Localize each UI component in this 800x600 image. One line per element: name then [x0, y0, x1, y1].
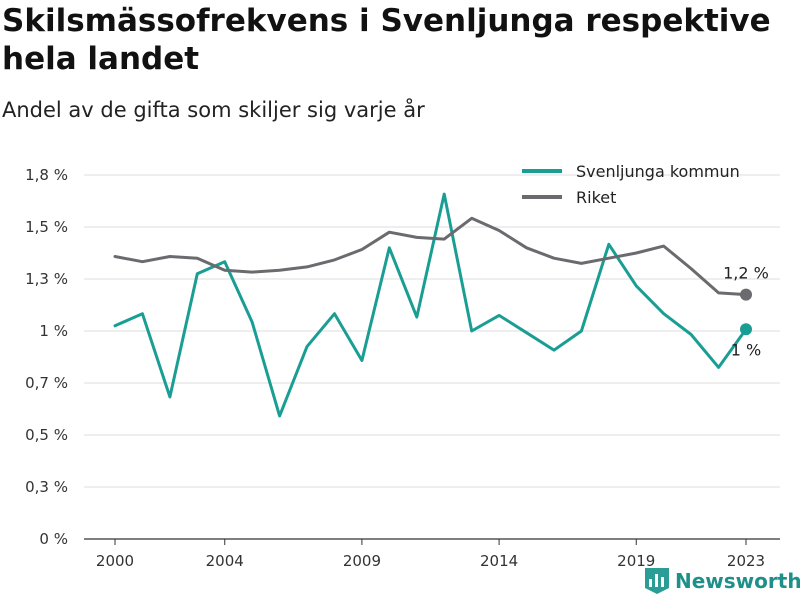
y-tick-label: 1,5 % — [25, 218, 68, 236]
chart-subtitle: Andel av de gifta som skiljer sig varje … — [2, 98, 425, 122]
end-label-riket: 1,2 % — [723, 264, 769, 283]
x-tick-label: 2009 — [343, 552, 381, 570]
brand-name: Newsworthy — [675, 569, 800, 593]
x-tick-label: 2014 — [480, 552, 518, 570]
y-tick-label: 1,8 % — [25, 166, 68, 184]
bar-chart-logo-icon — [645, 568, 669, 594]
x-tick-label: 2004 — [206, 552, 244, 570]
y-tick-label: 0,5 % — [25, 426, 68, 444]
y-tick-label: 1,3 % — [25, 270, 68, 288]
end-label-svenljunga: 1 % — [731, 340, 761, 359]
brand-logo: Newsworthy — [645, 568, 800, 594]
legend-label: Svenljunga kommun — [576, 162, 740, 181]
series-line-0 — [113, 192, 748, 418]
x-tick-label: 2000 — [96, 552, 134, 570]
y-tick-label: 0,7 % — [25, 374, 68, 392]
x-tick-label: 2023 — [727, 552, 765, 570]
series-line-1 — [113, 216, 748, 297]
y-tick-label: 1 % — [39, 322, 68, 340]
series-end-point-0 — [740, 323, 752, 336]
chart-title: Skilsmässofrekvens i Svenljunga respekti… — [2, 3, 771, 77]
y-tick-label: 0 % — [39, 530, 68, 548]
series-end-point-1 — [740, 288, 752, 301]
y-tick-label: 0,3 % — [25, 478, 68, 496]
legend-label: Riket — [576, 188, 616, 207]
x-tick-label: 2019 — [617, 552, 655, 570]
